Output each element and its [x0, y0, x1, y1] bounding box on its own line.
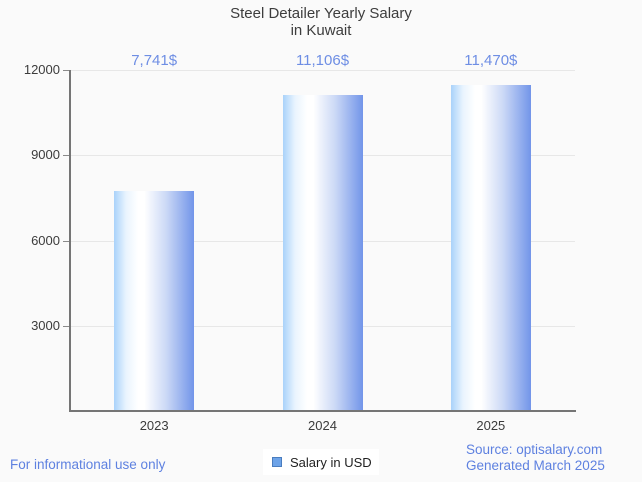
- bar-2025: [450, 85, 531, 410]
- bar-value-label: 11,106$: [295, 52, 350, 69]
- legend-swatch-icon: [272, 457, 282, 467]
- legend-label: Salary in USD: [290, 454, 372, 470]
- x-tick-label: 2025: [476, 418, 506, 433]
- bar-value-label: 11,470$: [464, 52, 518, 69]
- y-axis-tick: [63, 325, 70, 327]
- gridline: [70, 70, 575, 71]
- x-axis: [69, 410, 576, 412]
- chart-title: Steel Detailer Yearly Salary in Kuwait: [0, 5, 642, 39]
- legend: Salary in USD: [263, 449, 379, 475]
- y-axis-tick: [63, 155, 70, 157]
- bar-value-label: 7,741$: [131, 52, 178, 69]
- y-axis-tick: [63, 240, 70, 242]
- y-tick-label: 9000: [31, 147, 60, 163]
- bar-2023: [114, 191, 195, 410]
- chart-title-line1: Steel Detailer Yearly Salary: [230, 5, 412, 22]
- y-axis-tick: [63, 70, 70, 71]
- source-attribution: Source: optisalary.com Generated March 2…: [466, 442, 605, 474]
- y-tick-label: 3000: [31, 317, 60, 333]
- bar-2024: [282, 95, 363, 410]
- y-tick-label: 6000: [31, 232, 60, 248]
- x-tick-label: 2023: [139, 418, 169, 433]
- generated-line: Generated March 2025: [466, 458, 605, 473]
- x-tick-label: 2024: [308, 418, 337, 433]
- disclaimer-text: For informational use only: [10, 457, 166, 472]
- y-tick-label: 12000: [23, 62, 60, 77]
- source-line: Source: optisalary.com: [466, 442, 603, 457]
- y-axis: [69, 70, 71, 412]
- chart-title-line2: in Kuwait: [290, 22, 352, 39]
